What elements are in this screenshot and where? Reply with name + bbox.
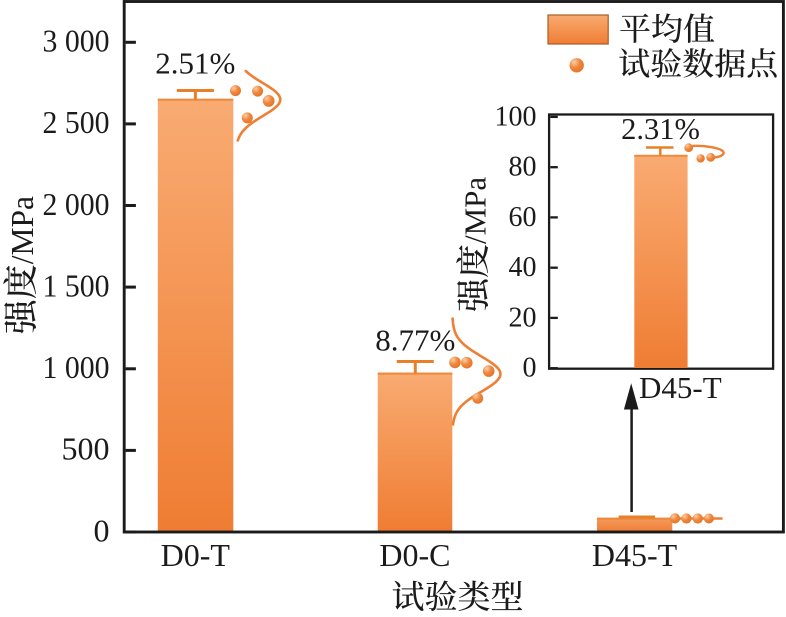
- svg-text:D0-T: D0-T: [161, 537, 231, 573]
- svg-text:80: 80: [509, 152, 537, 183]
- svg-text:D45-T: D45-T: [639, 370, 722, 405]
- svg-text:20: 20: [509, 302, 537, 333]
- svg-text:1 000: 1 000: [43, 349, 110, 385]
- svg-text:100: 100: [495, 101, 537, 132]
- svg-text:2.51%: 2.51%: [155, 46, 235, 81]
- svg-text:1 500: 1 500: [43, 267, 110, 303]
- svg-text:2 000: 2 000: [43, 186, 110, 222]
- svg-text:500: 500: [62, 431, 110, 467]
- svg-text:D45-T: D45-T: [592, 537, 678, 573]
- svg-text:0: 0: [94, 512, 110, 548]
- svg-text:40: 40: [509, 252, 537, 283]
- svg-text:60: 60: [509, 202, 537, 233]
- svg-text:D0-C: D0-C: [379, 537, 450, 573]
- svg-text:2 500: 2 500: [43, 104, 110, 140]
- svg-text:8.77%: 8.77%: [375, 322, 455, 357]
- svg-text:/MPa: /MPa: [457, 177, 492, 244]
- svg-text:/MPa: /MPa: [5, 196, 40, 264]
- svg-text:0: 0: [523, 353, 537, 384]
- svg-text:2.31%: 2.31%: [621, 112, 700, 146]
- svg-text:3 000: 3 000: [43, 23, 110, 59]
